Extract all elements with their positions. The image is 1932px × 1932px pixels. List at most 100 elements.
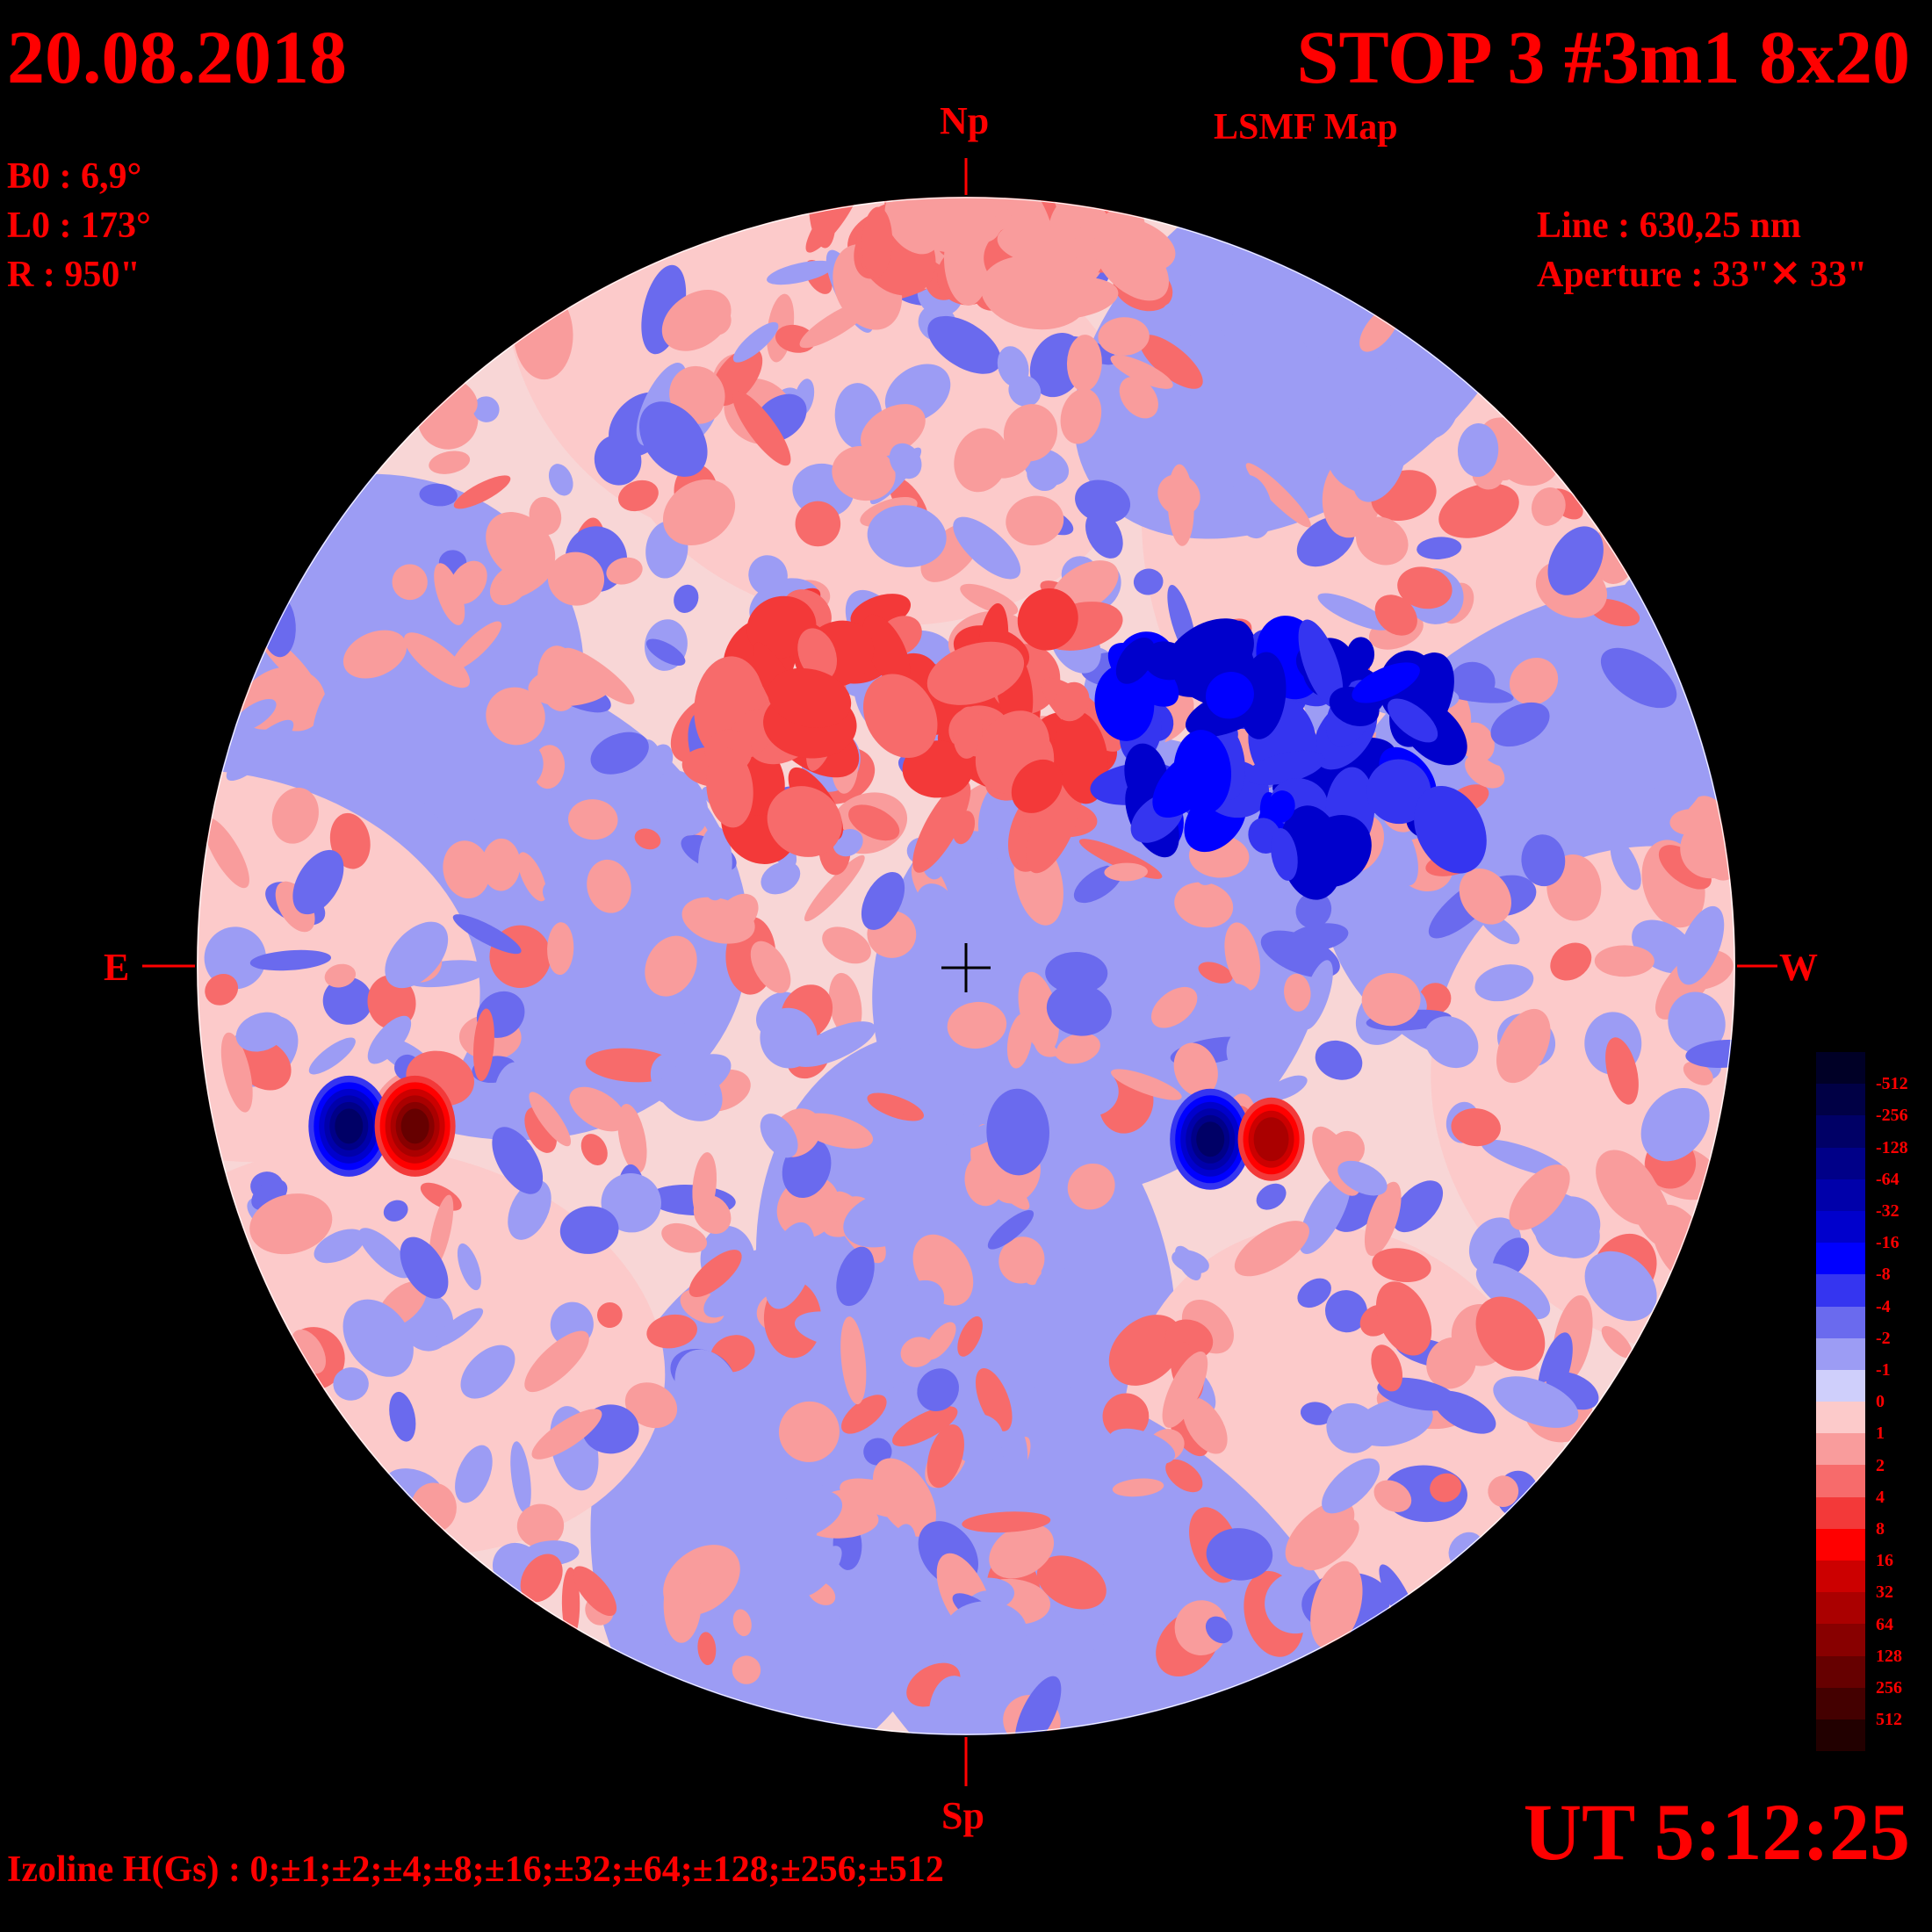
negative-region-patch — [1205, 672, 1254, 719]
field-patch — [1062, 1065, 1119, 1116]
field-patch — [1610, 839, 1641, 890]
field-patch — [1373, 1480, 1412, 1512]
field-patch — [1108, 1315, 1183, 1386]
field-patch — [389, 1391, 416, 1442]
field-patch — [271, 787, 319, 844]
field-patch — [1090, 1620, 1130, 1654]
field-patch — [891, 1042, 948, 1101]
field-patch — [1405, 380, 1460, 440]
field-patch — [717, 893, 759, 935]
field-patch — [204, 926, 266, 990]
field-patch — [863, 1438, 892, 1466]
field-patch — [606, 557, 643, 585]
positive-belt-patch — [1026, 775, 1083, 874]
field-patch — [624, 1382, 678, 1429]
field-patch — [453, 475, 511, 509]
field-patch — [472, 1008, 494, 1082]
legend-label: -8 — [1876, 1265, 1891, 1285]
field-patch — [1256, 1183, 1287, 1210]
field-patch — [601, 1172, 661, 1233]
field-patch — [451, 621, 502, 671]
field-patch — [661, 1222, 707, 1253]
field-patch — [1371, 1344, 1403, 1392]
field-patch — [308, 1037, 356, 1075]
param-line: Line : 630,25 nm — [1537, 205, 1802, 246]
field-patch — [449, 560, 487, 605]
legend-label: -16 — [1876, 1233, 1900, 1253]
field-patch — [1096, 920, 1141, 951]
field-patch — [860, 404, 926, 457]
field-patch — [520, 1554, 563, 1603]
field-patch — [1265, 1075, 1308, 1101]
field-patch — [1294, 283, 1351, 362]
field-patch — [434, 563, 465, 625]
field-patch — [688, 1250, 742, 1298]
legend-label: 512 — [1876, 1710, 1902, 1730]
field-patch — [1245, 463, 1311, 528]
legend-label: -512 — [1876, 1074, 1908, 1094]
positive-belt-patch — [953, 706, 983, 759]
field-patch — [760, 1114, 798, 1158]
field-patch — [764, 1222, 815, 1309]
field-patch — [580, 1134, 608, 1165]
field-patch — [594, 435, 642, 486]
field-patch — [698, 825, 732, 901]
field-patch — [1066, 335, 1102, 392]
legend-swatch — [1816, 1465, 1865, 1497]
field-patch — [1036, 1555, 1107, 1610]
field-patch — [1006, 495, 1064, 546]
field-patch — [1584, 1251, 1657, 1322]
field-patch — [1198, 983, 1254, 1036]
field-patch — [249, 1193, 333, 1255]
positive-belt-patch — [797, 628, 838, 681]
legend-swatch — [1816, 1528, 1865, 1561]
field-patch — [867, 1092, 925, 1121]
field-patch — [1098, 317, 1150, 356]
field-patch — [828, 972, 862, 1037]
field-patch — [989, 1524, 1055, 1579]
field-patch — [953, 516, 1021, 580]
field-patch — [1102, 1393, 1150, 1440]
field-patch — [404, 632, 471, 688]
field-patch — [618, 479, 659, 512]
field-patch — [1676, 905, 1725, 985]
field-patch — [606, 1594, 645, 1621]
legend-swatch — [1816, 1496, 1865, 1529]
field-patch — [732, 1609, 752, 1637]
field-patch — [836, 1246, 875, 1307]
field-patch — [1300, 1402, 1333, 1425]
field-patch — [508, 1179, 551, 1240]
field-patch — [798, 1113, 874, 1149]
observation-date: 20.08.2018 — [7, 15, 347, 99]
legend-swatch — [1816, 1369, 1865, 1402]
field-patch — [1372, 1248, 1431, 1283]
field-patch — [1451, 1108, 1501, 1147]
field-patch — [1046, 983, 1112, 1036]
positive-belt-patch — [912, 780, 971, 873]
field-patch — [1174, 1600, 1229, 1656]
negative-region-patch — [1245, 750, 1325, 785]
legend-label: 8 — [1876, 1519, 1885, 1539]
field-patch — [798, 1546, 842, 1597]
field-patch — [947, 1001, 1007, 1049]
field-patch — [1481, 1139, 1568, 1177]
field-patch — [492, 1127, 544, 1194]
legend-swatch — [1816, 1561, 1865, 1593]
field-patch — [639, 401, 708, 477]
field-patch — [1198, 962, 1233, 984]
negative-region-patch — [1267, 790, 1295, 824]
field-patch — [656, 770, 709, 836]
field-patch — [674, 584, 699, 613]
compass-west-label: W — [1779, 946, 1818, 989]
color-legend — [1816, 1052, 1865, 1752]
field-patch — [1167, 464, 1194, 546]
field-patch — [531, 1409, 602, 1460]
field-patch — [1110, 355, 1173, 389]
field-patch — [986, 1088, 1049, 1176]
field-patch — [333, 1367, 369, 1401]
field-patch — [1108, 1428, 1176, 1465]
field-patch — [493, 739, 544, 791]
bipole-east-core — [335, 1108, 364, 1144]
field-patch — [1475, 1296, 1546, 1371]
field-patch — [840, 1316, 867, 1405]
